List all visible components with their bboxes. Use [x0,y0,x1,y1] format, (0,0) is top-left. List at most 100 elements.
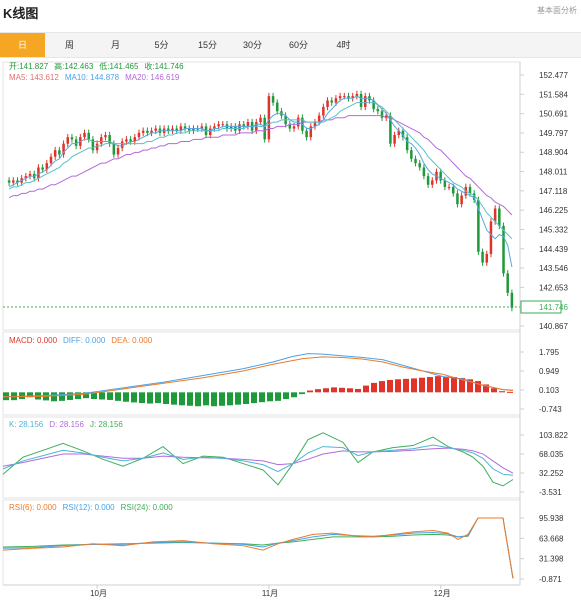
price-tick-label: 150.691 [539,110,568,119]
ma10-line [8,102,513,240]
tab-5min[interactable]: 5分 [154,40,169,50]
macd-bar [179,392,185,406]
candle-body [376,109,380,112]
macd-bar [323,388,329,393]
candle-body [351,96,354,99]
candle-body [472,193,476,200]
candle-body [213,126,216,129]
candle-body [447,186,451,188]
macd-bar [403,378,409,393]
tab-30min[interactable]: 30分 [242,40,262,50]
candle-body [70,137,74,140]
fundamental-analysis-link[interactable]: 基本面分析 [537,6,577,15]
macd-bar [315,389,321,393]
rsi-tick-label: 63.668 [539,534,564,543]
candle-body [137,132,141,138]
rsi12-value: RSI(12): 0.000 [62,503,115,512]
candle-body [104,135,107,138]
candle-body [91,139,95,151]
candle-body [322,106,325,116]
candle-body [41,167,44,170]
macd-bar [395,379,401,393]
x-tick-label: 10月 [90,589,107,598]
macd-bar [171,392,177,405]
j-value: J: 28.156 [89,420,123,429]
candle-body [217,124,220,127]
price-tick-label: 148.011 [539,168,568,177]
macd-bar [139,392,145,404]
candle-body [259,117,262,123]
candle-body [150,130,153,133]
macd-bar [419,377,425,393]
candle-body [146,130,149,133]
dea-value: DEA: 0.000 [111,336,153,345]
candle-body [179,126,183,131]
candle-body [410,150,413,159]
d-line [2,447,514,474]
price-tick-label: 143.546 [539,264,568,273]
dea-line [2,356,514,398]
candle-body [305,130,308,138]
tab-15min[interactable]: 15分 [197,40,217,50]
macd-bar [475,381,481,393]
candle-body [326,100,329,107]
candle-body [271,96,275,103]
tab-day[interactable]: 日 [0,33,45,57]
rsi6-value: RSI(6): 0.000 [9,503,57,512]
candle-body [183,126,187,129]
candle-body [58,150,61,155]
macd-bar [131,392,137,403]
macd-bar [267,392,273,402]
macd-tick-label: 0.103 [539,386,560,395]
candle-body [95,143,99,151]
tab-60min[interactable]: 60分 [288,40,308,50]
header: K线图 基本面分析 [0,0,581,30]
candle-body [129,139,132,142]
macd-value: MACD: 0.000 [9,336,58,345]
candle-body [317,115,321,123]
candle-body [477,199,480,252]
macd-bar [83,392,89,399]
candle-body [171,128,174,131]
candle-body [24,176,28,179]
candle-body [7,180,11,183]
macd-bar [195,392,201,407]
candle-body [208,128,212,136]
macd-bar [459,377,465,393]
candle-body [112,143,116,155]
tab-4hour[interactable]: 4时 [336,40,351,50]
macd-bar [387,379,393,393]
candle-body [481,251,484,263]
tab-month[interactable]: 月 [110,40,120,50]
price-tick-label: 152.477 [539,71,568,80]
macd-bar [51,392,57,402]
macd-bar [411,378,417,393]
candle-body [414,158,417,164]
candle-body [45,163,49,170]
macd-bar [211,392,217,407]
candle-body [359,93,363,107]
candle-body [229,126,233,129]
candle-body [418,163,421,168]
price-tick-label: 148.904 [539,148,568,157]
price-tick-label: 149.797 [539,129,568,138]
candle-body [108,135,111,144]
price-tick-label: 151.584 [539,90,568,99]
candle-body [506,273,509,293]
kdj-legend: K: 28.156 D: 28.156 J: 28.156 [9,420,129,429]
price-tick-label: 142.653 [539,283,568,292]
candle-body [167,128,170,131]
candle-body [192,128,195,131]
kdj-tick-label: 103.822 [539,431,568,440]
candle-body [439,171,442,181]
macd-tick-label: 1.795 [539,348,560,357]
macd-bar [339,387,345,393]
tab-week[interactable]: 周 [64,40,74,50]
macd-bar [347,388,353,393]
ma10-value: MA10: 144.878 [64,73,120,82]
candle-body [460,195,463,205]
macd-bar [483,384,489,393]
candle-body [242,124,245,127]
rsi6-line [2,517,514,579]
